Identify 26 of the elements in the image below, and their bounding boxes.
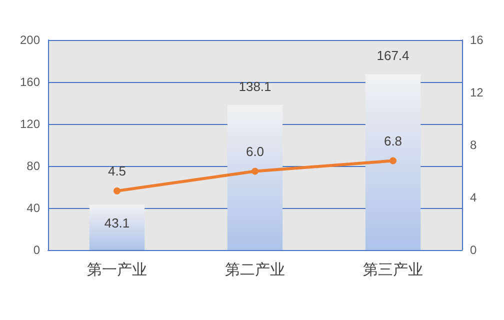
point [390,157,396,164]
y-tick-label: 160 [20,75,40,89]
bar [365,74,421,250]
x-tick-label: 第二产业 [225,260,285,278]
y-tick-label: 200 [20,33,40,47]
data-label: 6.8 [384,133,402,148]
y2-tick-label: 12 [470,86,484,100]
y2-tick-label: 8 [470,138,477,152]
point [252,168,258,175]
bar [89,204,145,250]
data-label: 167.4 [376,48,410,64]
y-tick-label: 120 [20,117,40,131]
y-tick-label: 40 [26,201,40,215]
data-label: 6.0 [246,144,264,159]
data-label: 4.5 [108,163,126,178]
y2-tick-label: 16 [470,33,484,47]
point [114,187,120,194]
y-tick-label: 80 [26,159,40,173]
x-tick-label: 第三产业 [363,260,423,278]
y2-tick-label: 4 [470,190,477,204]
bar [227,104,283,250]
data-label: 43.1 [104,216,130,231]
y2-tick-label: 0 [470,243,477,257]
x-tick-label: 第一产业 [87,260,147,278]
y-tick-label: 0 [33,243,40,257]
data-label: 138.1 [238,78,272,94]
